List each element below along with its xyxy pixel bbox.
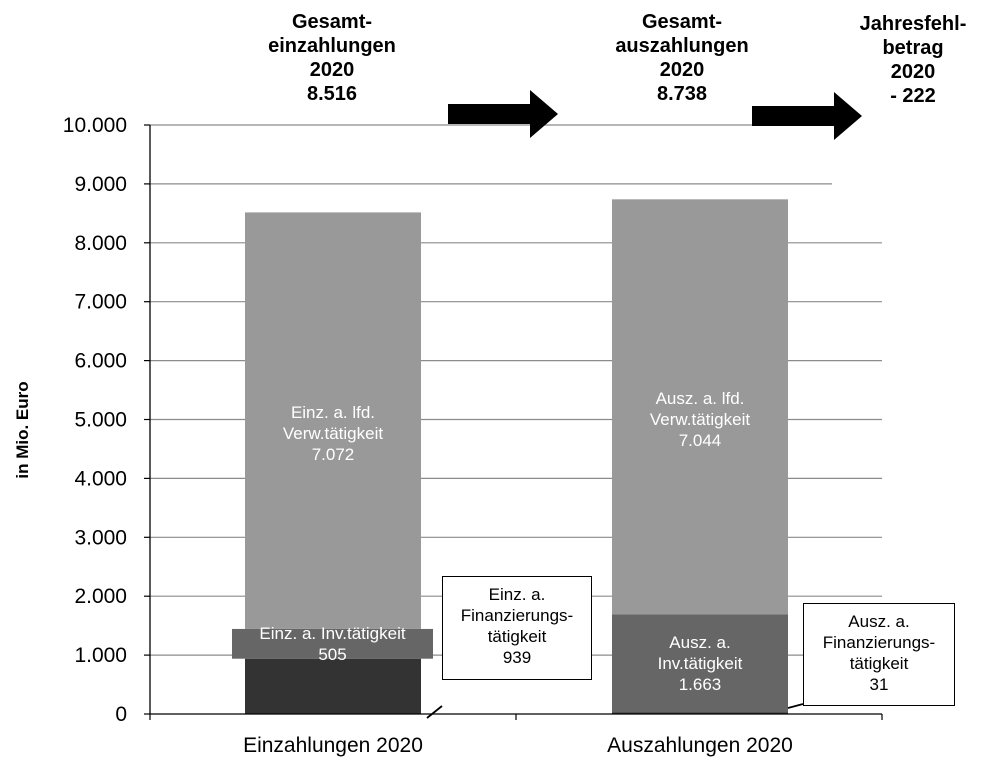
segment-label-line: Einz. a. Inv.tätigkeit [259, 623, 406, 643]
axes [149, 125, 883, 720]
header-annotation: Jahresfehl-betrag 2020- 222 [828, 12, 997, 108]
callout-line: 939 [502, 648, 532, 667]
header-line: 8.738 [656, 83, 708, 105]
segment-label-line: Ausz. a. [669, 632, 731, 652]
header-line: einzahlungen [268, 35, 396, 57]
segment-label-line: Einz. a. lfd. [290, 402, 376, 422]
x-category-label: Einzahlungen 2020 [243, 734, 423, 757]
bar-segment [245, 212, 421, 629]
segment-label-line: Verw.tätigkeit [649, 409, 751, 429]
callout-line: tätigkeit [487, 627, 547, 646]
callout-leader [787, 703, 804, 709]
y-tick-label: 9.000 [74, 173, 127, 196]
header-line: Gesamt- [291, 11, 373, 33]
callout-line: Finanzierungs- [822, 633, 936, 652]
header-line: 2020 [659, 59, 705, 81]
y-axis-ticks: 0 1.000 2.000 3.000 4.000 5.000 6.000 7.000 8.00… [63, 114, 150, 726]
callout-line: tätigkeit [849, 654, 909, 673]
callout-box: Einz. a. Finanzierungs-tätigkeit 939 [442, 576, 592, 680]
header-line: auszahlungen [615, 35, 749, 57]
y-tick-label: 10.000 [63, 114, 127, 137]
callout-line: Einz. a. [488, 585, 546, 604]
header-line: - 222 [890, 85, 936, 107]
arrow-icon [448, 90, 558, 138]
y-tick-label: 8.000 [74, 232, 127, 255]
segment-label-line: 7.044 [678, 430, 722, 450]
segment-label-line: Ausz. a. lfd. [655, 388, 745, 408]
y-tick-label: 1.000 [74, 644, 127, 667]
header-line: 2020 [309, 59, 355, 81]
bar-segment [612, 712, 788, 714]
segment-label-line: Verw.tätigkeit [282, 423, 384, 443]
segment-label-line: 1.663 [678, 674, 722, 694]
x-category-label: Auszahlungen 2020 [607, 734, 793, 757]
segment-label: Einz. a. lfd. Verw.tätigkeit 7.072 [223, 402, 443, 465]
header-line: Gesamt- [641, 11, 723, 33]
header-line: 8.516 [306, 83, 358, 105]
bar-segment [232, 628, 433, 659]
arrow-icon [752, 92, 862, 140]
y-tick-label: 3.000 [74, 526, 127, 549]
callout-leader [426, 705, 443, 719]
segment-label: Einz. a. Inv.tätigkeit 505 [223, 623, 443, 665]
header-line: 2020 [890, 61, 936, 83]
bar-segment [612, 199, 788, 615]
callout-line: Finanzierungs- [460, 606, 574, 625]
y-tick-label: 4.000 [74, 467, 127, 490]
header-line: betrag [882, 37, 944, 59]
y-tick-label: 0 [115, 703, 127, 726]
y-tick-label: 7.000 [74, 291, 127, 314]
y-tick-label: 6.000 [74, 350, 127, 373]
header-line: Jahresfehl- [859, 13, 967, 35]
x-axis-categories: Einzahlungen 2020 Auszahlungen 2020 [243, 734, 793, 757]
bar-segment [245, 658, 421, 714]
callout-line: Ausz. a. [848, 612, 910, 631]
callout-leaders [426, 703, 804, 719]
callout-box: Ausz. a. Finanzierungs-tätigkeit 31 [803, 603, 955, 706]
header-annotation: Gesamt-einzahlungen 2020 8.516 [247, 10, 417, 106]
bars [232, 199, 788, 714]
y-tick-label: 2.000 [74, 585, 127, 608]
header-annotation: Gesamt-auszahlungen 2020 8.738 [597, 10, 767, 106]
segment-label: Ausz. a. lfd. Verw.tätigkeit 7.044 [590, 388, 810, 451]
segment-label-line: 505 [318, 644, 347, 664]
y-axis-label: in Mio. Euro [13, 381, 32, 478]
y-tick-label: 5.000 [74, 409, 127, 432]
arrows [448, 90, 862, 140]
bar-segment [612, 614, 788, 713]
segment-label-line: 7.072 [311, 444, 355, 464]
segment-label: Ausz. a. Inv.tätigkeit 1.663 [590, 632, 810, 695]
callout-line: 31 [869, 675, 889, 694]
segment-label-line: Inv.tätigkeit [657, 653, 743, 673]
